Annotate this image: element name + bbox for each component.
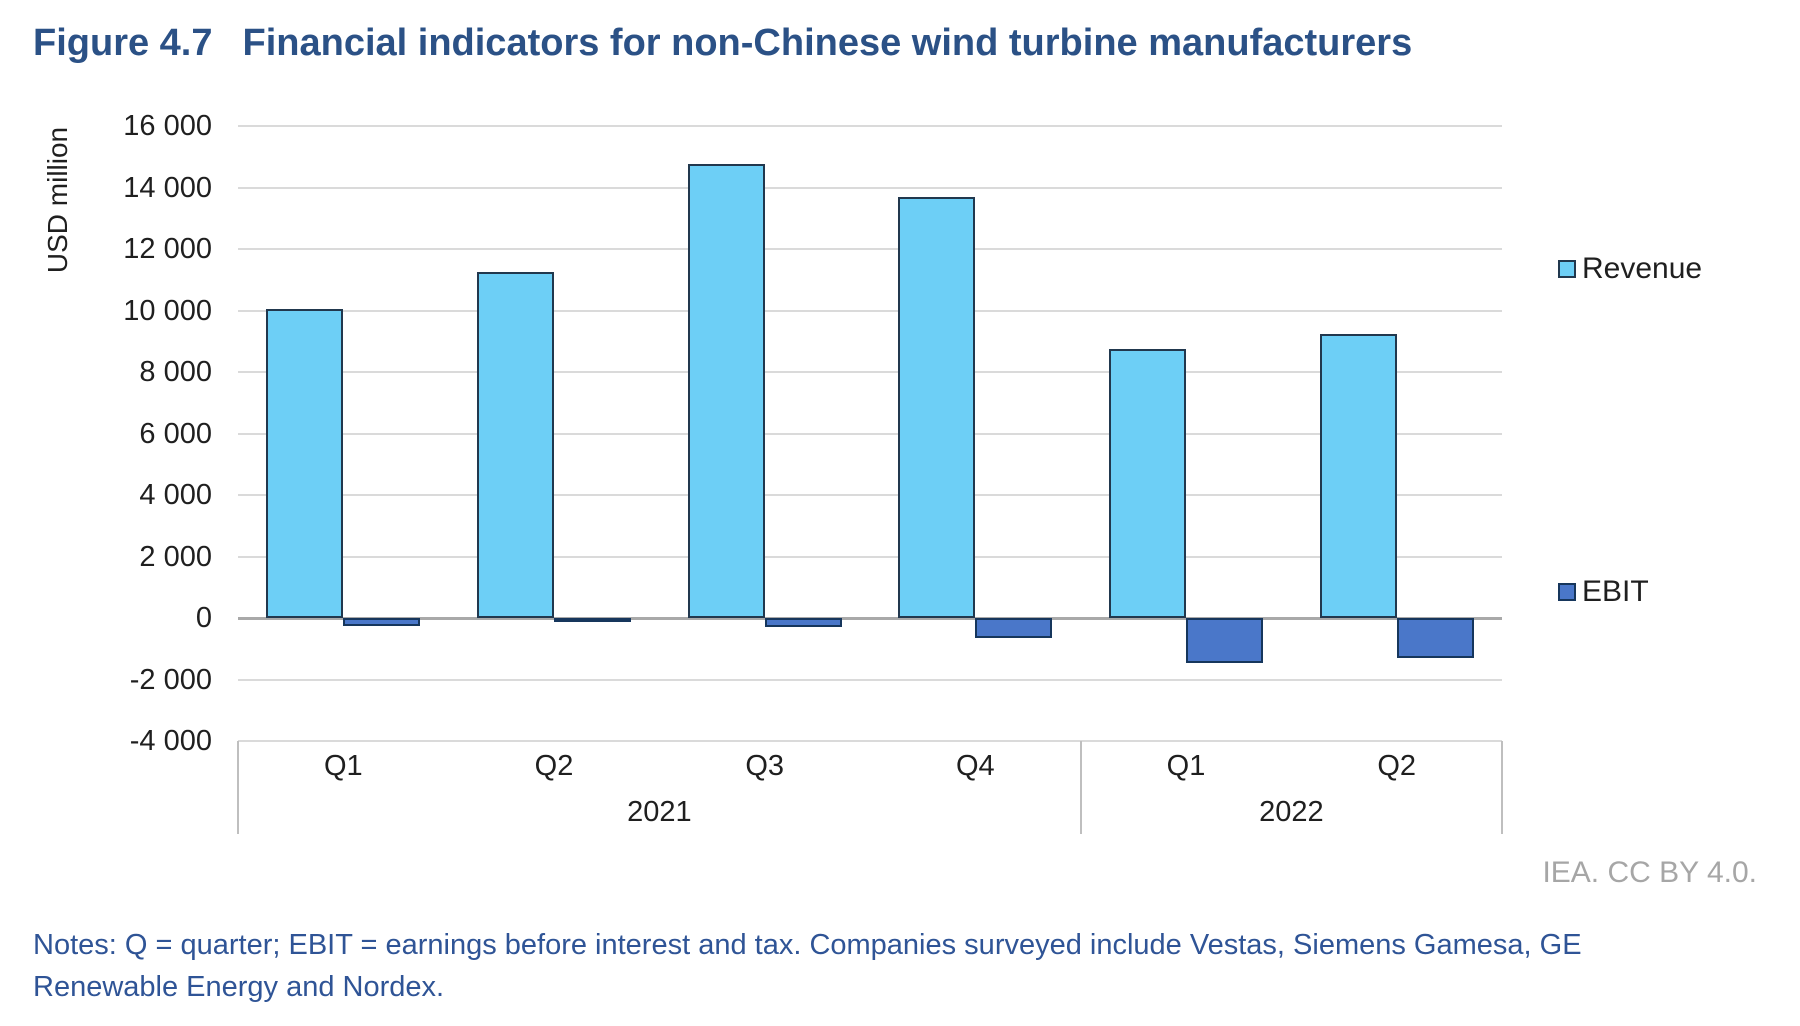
- gridline: [238, 248, 1502, 250]
- revenue-bar: [477, 272, 554, 618]
- axis-frame-line: [1079, 741, 1082, 834]
- y-tick-label: 12 000: [123, 233, 212, 265]
- ebit-bar: [1186, 618, 1263, 663]
- gridline: [238, 494, 1502, 496]
- gridline: [238, 740, 1502, 742]
- category-label: Q1: [323, 750, 363, 782]
- gridline: [238, 125, 1502, 127]
- category-label: Q1: [1166, 750, 1206, 782]
- category-label: Q4: [955, 750, 995, 782]
- y-tick-label: 10 000: [123, 294, 212, 327]
- revenue-bar: [687, 164, 765, 618]
- y-tick-label: 2 000: [139, 540, 212, 573]
- y-tick-label: 6 000: [139, 417, 212, 450]
- gridline: [238, 432, 1502, 435]
- zero-axis-line: [238, 616, 1502, 620]
- revenue-legend-label: Revenue: [1582, 252, 1703, 285]
- revenue-bar: [1109, 348, 1186, 618]
- figure-title: Figure 4.7 Financial indicators for non-C…: [33, 22, 1412, 65]
- axis-frame-line: [237, 741, 239, 834]
- gridline: [238, 371, 1502, 373]
- revenue-bar: [1319, 333, 1397, 618]
- notes-line-2: Renewable Energy and Nordex.: [33, 971, 445, 1003]
- revenue-bar: [898, 196, 976, 618]
- y-tick-label: 16 000: [123, 110, 212, 142]
- gridline: [238, 678, 1502, 681]
- year-label: 2021: [627, 796, 692, 828]
- revenue-bar: [266, 308, 344, 618]
- gridline: [238, 186, 1502, 189]
- gridline: [238, 555, 1502, 558]
- category-label: Q2: [534, 750, 574, 782]
- ebit-bar: [975, 618, 1053, 638]
- legend-item-revenue: Revenue: [1558, 252, 1702, 286]
- ebit-legend-label: EBIT: [1582, 575, 1649, 608]
- year-label: 2022: [1259, 796, 1324, 828]
- ebit-legend-swatch: [1558, 583, 1576, 601]
- ebit-bar: [764, 618, 842, 628]
- axis-frame-line: [1501, 741, 1503, 834]
- figure-number: Figure 4.7: [33, 22, 213, 64]
- y-tick-label: 14 000: [123, 171, 212, 204]
- ebit-bar: [343, 618, 421, 626]
- y-tick-label: -4 000: [129, 725, 212, 757]
- category-label: Q3: [745, 750, 784, 782]
- y-tick-label: 0: [195, 602, 212, 634]
- ebit-bar: [1396, 618, 1474, 658]
- notes: Notes: Q = quarter; EBIT = earnings befo…: [33, 924, 1582, 1008]
- ebit-bar: [554, 618, 631, 622]
- legend-item-ebit: EBIT: [1558, 575, 1649, 609]
- figure-title-text: Financial indicators for non-Chinese win…: [242, 22, 1413, 64]
- license-credit: IEA. CC BY 4.0.: [1542, 856, 1757, 889]
- y-tick-label: 4 000: [139, 479, 212, 511]
- gridline: [238, 309, 1502, 312]
- y-tick-label: -2 000: [129, 663, 212, 696]
- revenue-legend-swatch: [1558, 260, 1576, 278]
- category-label: Q2: [1377, 750, 1416, 782]
- notes-line-1: Notes: Q = quarter; EBIT = earnings befo…: [33, 929, 1582, 961]
- y-tick-label: 8 000: [139, 356, 212, 388]
